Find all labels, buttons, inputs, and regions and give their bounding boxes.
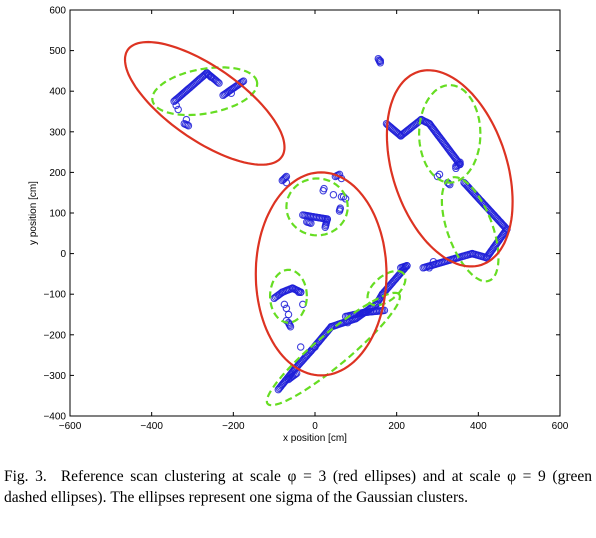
x-tick-label: −600 — [59, 421, 82, 432]
scan-point — [280, 174, 289, 183]
scan-point — [207, 73, 215, 81]
scan-point — [337, 193, 346, 201]
axis-ticks: −600 −400 −200 0 200 400 600−400−300−200−10001… — [43, 6, 568, 433]
scan-point — [452, 162, 460, 171]
y-tick-label: 500 — [49, 46, 66, 57]
scan-point — [303, 218, 311, 226]
x-tick-label: −200 — [222, 421, 245, 432]
x-tick-label: 600 — [552, 421, 569, 432]
y-tick-label: 600 — [49, 6, 66, 17]
scan-point — [282, 178, 291, 187]
red-cluster-ellipse — [254, 171, 388, 377]
scan-point — [174, 105, 182, 114]
red-cluster-ellipse — [385, 69, 514, 268]
scan-point — [280, 300, 289, 309]
x-tick-label: 0 — [312, 421, 318, 432]
scan-point — [329, 190, 338, 199]
axes-frame — [69, 9, 561, 417]
green-cluster-ellipse — [151, 66, 259, 117]
scan-point — [215, 79, 223, 87]
x-tick-label: 200 — [388, 421, 405, 432]
scan-point — [284, 310, 293, 319]
y-tick-label: 400 — [49, 87, 66, 98]
caption-text: Reference scan clustering at scale φ = 3… — [4, 468, 592, 506]
scan-point — [320, 184, 328, 193]
green-cluster-ellipse — [417, 83, 482, 184]
scan-point — [446, 180, 454, 189]
scan-point — [429, 257, 438, 266]
scan-point — [376, 59, 385, 67]
scan-point — [435, 170, 444, 179]
y-tick-label: −200 — [43, 330, 66, 341]
x-axis-label: x position [cm] — [283, 433, 347, 444]
caption-label: Fig. 3. — [4, 468, 47, 485]
scan-point — [395, 131, 404, 139]
y-tick-label: 0 — [60, 249, 66, 260]
red-cluster-ellipse — [123, 40, 286, 166]
y-tick-label: 200 — [49, 168, 66, 179]
scan-point — [296, 288, 305, 296]
scan-point — [296, 343, 305, 351]
scan-point — [321, 223, 329, 231]
scan-point — [205, 71, 213, 79]
scan-point — [239, 77, 248, 85]
y-tick-label: 100 — [49, 209, 66, 220]
y-tick-label: −400 — [43, 412, 66, 423]
y-tick-label: −100 — [43, 290, 66, 301]
green-cluster-ellipse — [366, 269, 407, 307]
scan-point — [425, 264, 434, 272]
scan-point — [212, 77, 221, 85]
scan-point — [336, 204, 345, 212]
scan-point — [456, 158, 464, 167]
y-tick-label: −300 — [43, 371, 66, 382]
scan-point — [343, 318, 352, 327]
scan-point — [214, 78, 222, 86]
scan-point — [286, 322, 295, 331]
scan-point — [294, 288, 303, 296]
green-cluster-ellipse — [440, 176, 500, 283]
x-tick-label: −400 — [140, 421, 163, 432]
scan-point — [281, 173, 290, 182]
scatter-chart: −600 −400 −200 0 200 400 600−400−300−200−10001… — [28, 6, 569, 445]
figure-caption: Fig. 3. Reference scan clustering at scal… — [4, 466, 592, 508]
scan-point — [182, 115, 191, 124]
y-axis-label: y position [cm] — [28, 181, 39, 245]
scan-point — [452, 164, 460, 173]
y-tick-label: 300 — [49, 127, 66, 138]
green-cluster-ellipse — [269, 268, 308, 324]
green-cluster-ellipse — [285, 177, 349, 237]
scan-point — [227, 89, 236, 97]
scan-point — [172, 101, 180, 110]
scan-point — [286, 374, 294, 383]
plot-area — [123, 40, 514, 407]
scan-point — [284, 375, 293, 384]
x-tick-label: 400 — [470, 421, 487, 432]
scan-point — [376, 57, 385, 65]
